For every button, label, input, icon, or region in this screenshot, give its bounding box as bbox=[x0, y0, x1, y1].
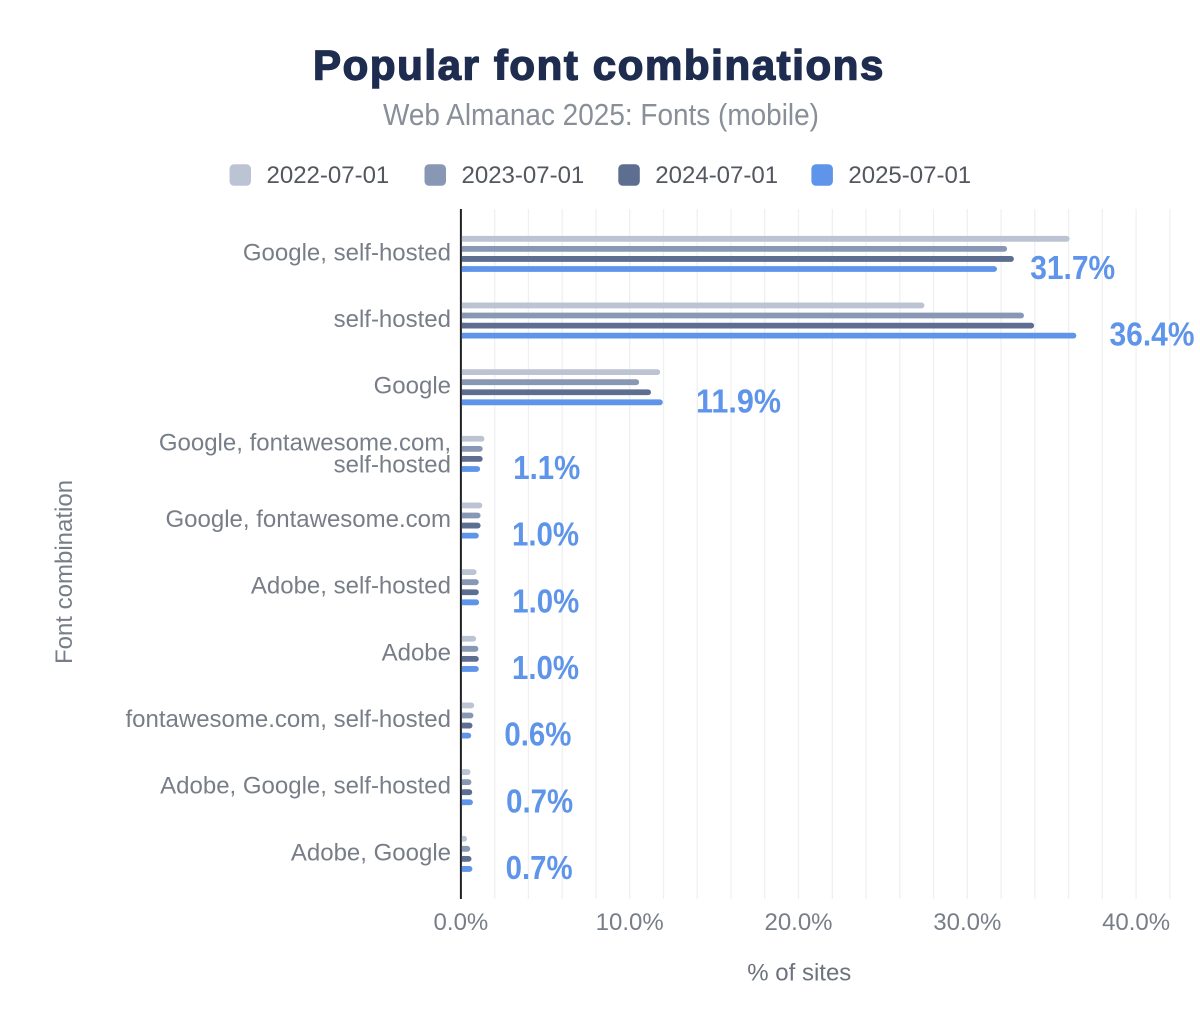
svg-text:31.7%: 31.7% bbox=[1030, 249, 1115, 286]
svg-text:fontawesome.com, self-hosted: fontawesome.com, self-hosted bbox=[126, 706, 452, 733]
svg-text:self-hosted: self-hosted bbox=[334, 306, 451, 333]
svg-text:0.7%: 0.7% bbox=[506, 849, 573, 886]
svg-text:1.1%: 1.1% bbox=[513, 449, 580, 486]
svg-text:2022-07-01: 2022-07-01 bbox=[267, 162, 390, 189]
svg-text:2024-07-01: 2024-07-01 bbox=[655, 162, 778, 189]
svg-text:0.6%: 0.6% bbox=[504, 716, 571, 753]
svg-text:Google, self-hosted: Google, self-hosted bbox=[243, 239, 451, 266]
svg-text:Web Almanac 2025: Fonts (mobil: Web Almanac 2025: Fonts (mobile) bbox=[383, 97, 819, 132]
svg-text:self-hosted: self-hosted bbox=[334, 452, 451, 479]
svg-text:2023-07-01: 2023-07-01 bbox=[462, 162, 585, 189]
svg-text:Adobe, self-hosted: Adobe, self-hosted bbox=[251, 573, 451, 600]
svg-text:36.4%: 36.4% bbox=[1110, 316, 1195, 353]
svg-text:% of sites: % of sites bbox=[747, 960, 851, 987]
svg-text:1.0%: 1.0% bbox=[512, 649, 579, 686]
svg-text:Adobe: Adobe bbox=[382, 639, 451, 666]
svg-text:30.0%: 30.0% bbox=[933, 909, 1001, 936]
svg-text:Google: Google bbox=[374, 373, 451, 400]
svg-text:40.0%: 40.0% bbox=[1102, 909, 1170, 936]
svg-text:0.7%: 0.7% bbox=[506, 782, 573, 819]
svg-text:20.0%: 20.0% bbox=[764, 909, 832, 936]
svg-text:Font combination: Font combination bbox=[51, 480, 78, 664]
svg-text:11.9%: 11.9% bbox=[696, 382, 781, 419]
svg-text:Popular font combinations: Popular font combinations bbox=[313, 41, 885, 88]
svg-text:10.0%: 10.0% bbox=[596, 909, 664, 936]
svg-text:Google, fontawesome.com,: Google, fontawesome.com, bbox=[159, 430, 451, 457]
svg-text:Adobe, Google, self-hosted: Adobe, Google, self-hosted bbox=[160, 773, 451, 800]
svg-text:Adobe, Google: Adobe, Google bbox=[291, 839, 451, 866]
svg-text:1.0%: 1.0% bbox=[512, 582, 579, 619]
svg-text:2025-07-01: 2025-07-01 bbox=[848, 162, 971, 189]
svg-text:1.0%: 1.0% bbox=[512, 516, 579, 553]
svg-text:Google, fontawesome.com: Google, fontawesome.com bbox=[166, 506, 451, 533]
svg-text:0.0%: 0.0% bbox=[434, 909, 489, 936]
